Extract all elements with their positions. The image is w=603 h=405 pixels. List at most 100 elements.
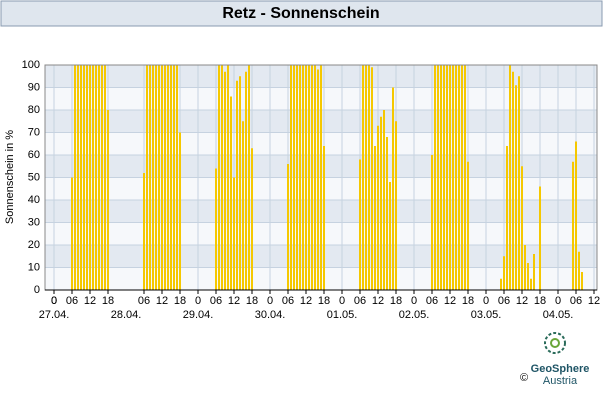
bar (161, 65, 163, 290)
x-tick-label: 0 (483, 295, 489, 307)
bar (224, 71, 226, 290)
logo-sub: Austria (543, 375, 578, 387)
bar (86, 65, 88, 290)
x-tick-label: 18 (102, 295, 114, 307)
x-tick-label: 06 (138, 295, 150, 307)
y-tick-label: 70 (28, 126, 40, 138)
bar (302, 65, 304, 290)
chart-title: Retz - Sonnenschein (222, 5, 379, 22)
bar (245, 71, 247, 290)
title-bar (0, 0, 603, 27)
bar (524, 245, 526, 290)
bar (581, 272, 583, 290)
bar (251, 148, 253, 290)
x-tick-label: 12 (84, 295, 96, 307)
bar (215, 168, 217, 290)
bar (221, 65, 223, 290)
bar (530, 278, 532, 290)
y-tick-label: 40 (28, 194, 40, 206)
x-tick-label: 12 (588, 295, 600, 307)
bar (89, 65, 91, 290)
y-tick-label: 20 (28, 239, 40, 251)
bar (299, 65, 301, 290)
bar (74, 65, 76, 290)
x-tick-label: 06 (354, 295, 366, 307)
bar (290, 65, 292, 290)
bar (239, 76, 241, 290)
x-tick-label: 18 (318, 295, 330, 307)
bar (71, 177, 73, 290)
x-tick-label: 18 (534, 295, 546, 307)
bar (362, 65, 364, 290)
copyright: © (520, 372, 528, 384)
date-label: 03.05. (471, 309, 502, 321)
date-label: 28.04. (111, 309, 142, 321)
bar (518, 76, 520, 290)
bar (443, 65, 445, 290)
bar (578, 251, 580, 290)
bar (464, 65, 466, 290)
logo: GeoSphere Austria © (520, 332, 590, 387)
bar (317, 69, 319, 290)
bar (104, 65, 106, 290)
x-tick-label: 0 (267, 295, 273, 307)
bar (461, 65, 463, 290)
bar (515, 85, 517, 290)
logo-name: GeoSphere (531, 363, 590, 375)
bar (452, 65, 454, 290)
y-tick-label: 100 (22, 59, 40, 71)
x-tick-label: 0 (411, 295, 417, 307)
bar (365, 65, 367, 290)
x-tick-label: 06 (570, 295, 582, 307)
bar (101, 65, 103, 290)
bar (77, 65, 79, 290)
bar (227, 65, 229, 290)
y-tick-label: 60 (28, 149, 40, 161)
bar (149, 65, 151, 290)
x-tick-label: 18 (246, 295, 258, 307)
bar (305, 65, 307, 290)
x-tick-label: 06 (426, 295, 438, 307)
bar (437, 65, 439, 290)
bar (98, 65, 100, 290)
x-tick-label: 0 (51, 295, 57, 307)
bar (533, 254, 535, 290)
bar (164, 65, 166, 290)
bar (377, 125, 379, 290)
y-tick-label: 0 (34, 284, 40, 296)
bar (236, 80, 238, 290)
x-tick-label: 12 (300, 295, 312, 307)
x-tick-label: 18 (174, 295, 186, 307)
bar (449, 65, 451, 290)
y-tick-label: 90 (28, 81, 40, 93)
x-tick-label: 06 (498, 295, 510, 307)
bar (320, 65, 322, 290)
bar (173, 65, 175, 290)
date-label: 30.04. (255, 309, 286, 321)
x-tick-label: 0 (339, 295, 345, 307)
date-label: 29.04. (183, 309, 214, 321)
bar (455, 65, 457, 290)
y-tick-label: 10 (28, 261, 40, 273)
bar (509, 65, 511, 290)
date-label: 27.04. (39, 309, 70, 321)
x-tick-label: 12 (228, 295, 240, 307)
bar (386, 137, 388, 290)
x-tick-label: 06 (210, 295, 222, 307)
x-tick-label: 0 (555, 295, 561, 307)
x-tick-label: 12 (156, 295, 168, 307)
x-tick-label: 18 (390, 295, 402, 307)
bar (512, 71, 514, 290)
bar (146, 65, 148, 290)
bar (389, 182, 391, 290)
bar (83, 65, 85, 290)
bar (374, 146, 376, 290)
bar (179, 132, 181, 290)
x-tick-label: 06 (66, 295, 78, 307)
bar (572, 161, 574, 290)
bar (152, 65, 154, 290)
bar (368, 65, 370, 290)
logo-mark (544, 332, 566, 354)
bar (92, 65, 94, 290)
bar (575, 141, 577, 290)
